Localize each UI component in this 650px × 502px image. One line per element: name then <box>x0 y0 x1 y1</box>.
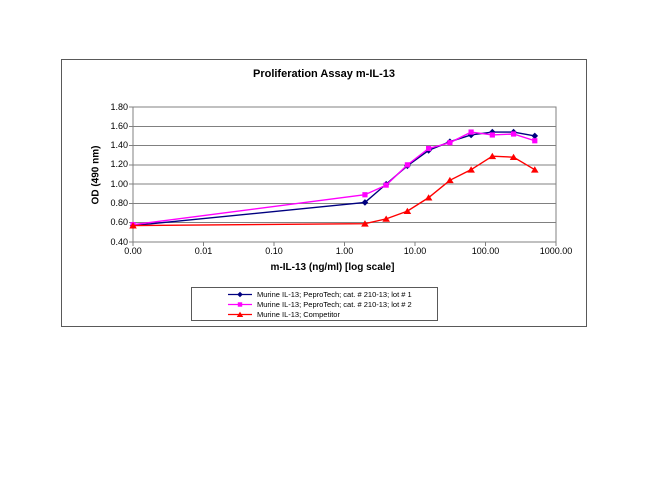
legend-marker-diamond <box>228 291 252 297</box>
triangle-marker-icon <box>530 166 539 173</box>
square-marker-icon <box>426 145 432 152</box>
gridlines <box>133 106 556 243</box>
triangle-marker-icon <box>446 176 454 184</box>
chart-frame <box>61 59 587 327</box>
triangle-marker-icon <box>236 311 244 317</box>
triangle-marker-icon <box>129 222 137 229</box>
square-marker-icon <box>532 138 538 144</box>
triangle-marker-icon <box>509 153 518 161</box>
x-tick-label: 1.00 <box>335 246 354 256</box>
y-tick-label: 1.80 <box>110 101 128 112</box>
x-tick-label: 100.00 <box>471 246 500 256</box>
square-marker-icon <box>383 182 389 188</box>
square-marker-icon <box>447 140 453 146</box>
legend-label: Murine IL-13; PeproTech; cat. # 210-13; … <box>257 299 412 309</box>
square-marker-icon <box>468 129 474 135</box>
legend-item-lot1: Murine IL-13; PeproTech; cat. # 210-13; … <box>227 289 437 299</box>
diamond-marker-icon <box>237 291 243 297</box>
legend: Murine IL-13; PeproTech; cat. # 210-13; … <box>191 287 438 321</box>
x-tick-label: 0.00 <box>124 246 142 256</box>
chart-title: Proliferation Assay m-IL-13 <box>252 68 396 80</box>
x-axis-title: m-IL-13 (ng/ml) [log scale] <box>270 262 395 273</box>
y-tick-label: 0.40 <box>110 236 128 247</box>
diamond-marker-icon <box>531 132 539 140</box>
square-marker-icon <box>237 301 243 307</box>
y-tick-label: 1.00 <box>110 178 128 189</box>
legend-item-competitor: Murine IL-13; Competitor <box>227 309 437 319</box>
x-tick-label: 1000.00 <box>539 246 573 256</box>
x-tick-label: 0.01 <box>194 246 213 256</box>
series-line-competitor <box>132 155 536 227</box>
series-lot1 <box>129 128 539 229</box>
series-competitor <box>129 152 539 229</box>
square-marker-icon <box>510 131 517 137</box>
triangle-marker-icon <box>467 166 475 173</box>
legend-label: Murine IL-13; PeproTech; cat. # 210-13; … <box>257 289 412 299</box>
triangle-marker-icon <box>361 220 369 227</box>
series-line-lot2 <box>132 131 535 226</box>
plot-border <box>132 106 557 243</box>
square-marker-icon <box>362 192 368 198</box>
square-marker-icon <box>489 132 495 138</box>
y-tick-label: 0.80 <box>110 197 128 208</box>
legend-marker-square <box>228 301 252 307</box>
square-marker-icon <box>404 162 410 168</box>
triangle-marker-icon <box>424 194 433 201</box>
diamond-marker-icon <box>361 199 369 206</box>
y-tick-label: 1.20 <box>110 159 128 170</box>
triangle-marker-icon <box>488 152 497 160</box>
y-tick-label: 0.60 <box>110 217 128 228</box>
legend-label: Murine IL-13; Competitor <box>257 309 340 319</box>
x-tick-label: 0.10 <box>265 246 283 256</box>
legend-marker-triangle <box>228 311 252 317</box>
legend-item-lot2: Murine IL-13; PeproTech; cat. # 210-13; … <box>227 299 437 309</box>
series-lot2 <box>130 129 538 228</box>
triangle-marker-icon <box>382 215 390 222</box>
series-line-lot1 <box>132 131 535 227</box>
diamond-marker-icon <box>489 128 496 136</box>
x-tick-label: 10.00 <box>403 246 427 256</box>
y-tick-label: 1.40 <box>110 140 128 151</box>
y-tick-label: 1.60 <box>110 120 128 131</box>
triangle-marker-icon <box>403 207 412 215</box>
